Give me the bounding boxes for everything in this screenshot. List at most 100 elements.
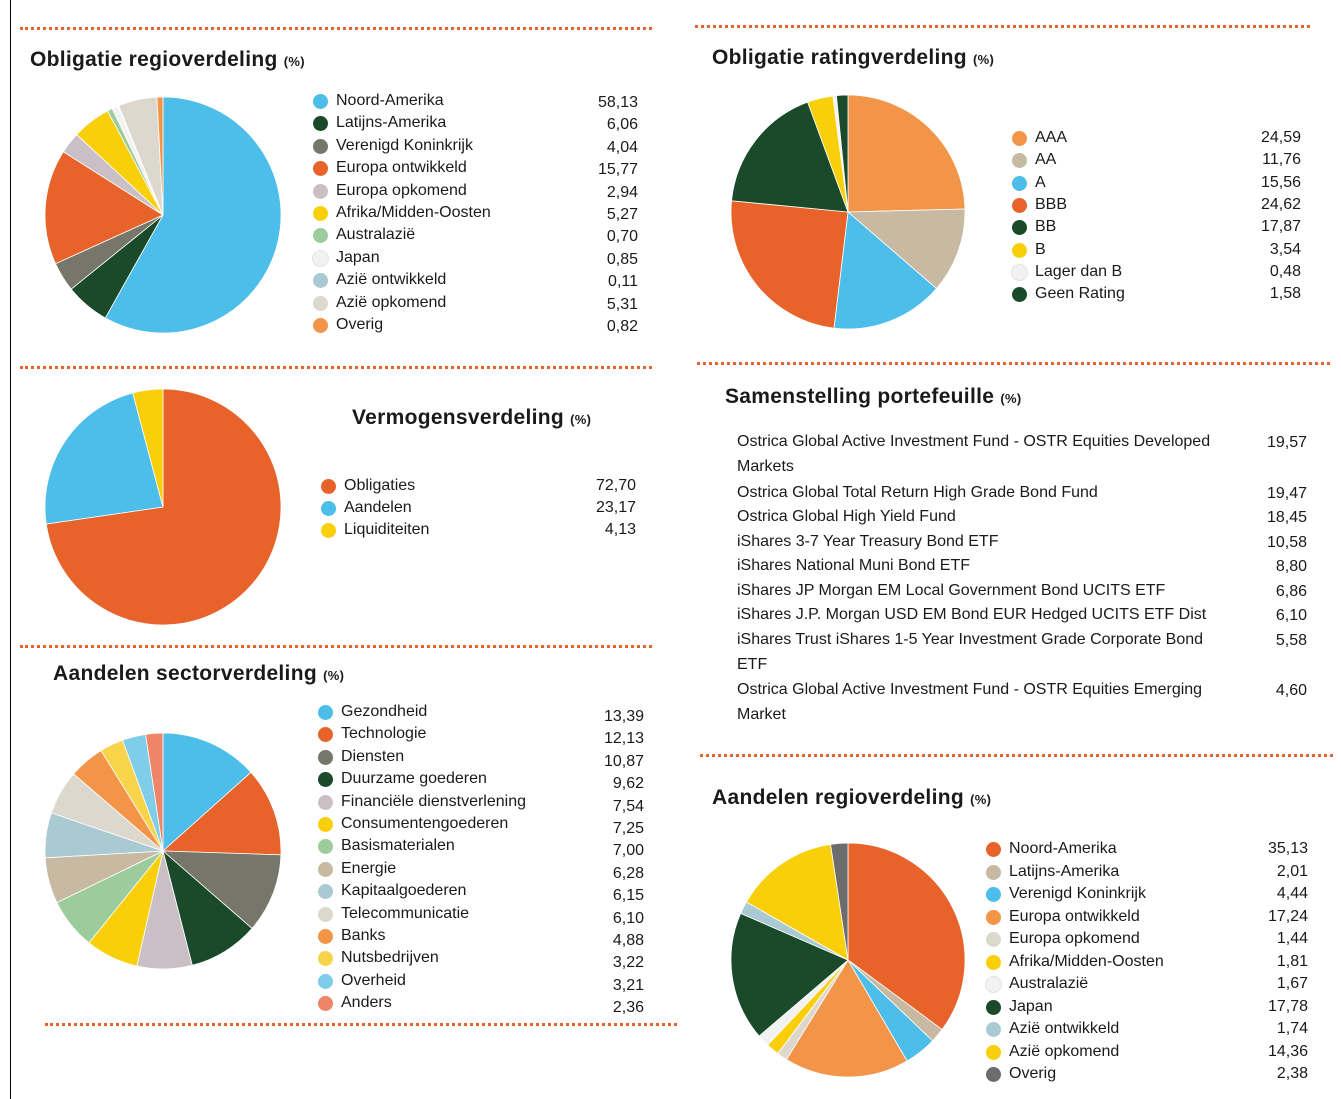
legend-swatch: [313, 116, 328, 132]
chart-title-text: Aandelen sectorverdeling: [53, 662, 317, 685]
value-label: 2,01: [1276, 862, 1308, 880]
value-label: 1,81: [1276, 952, 1308, 970]
table-cell-value: 6,86: [1275, 583, 1307, 600]
table-title: Samenstelling portefeuille (%): [725, 385, 1021, 409]
value-label: 4,04: [606, 138, 638, 156]
legend-swatch: [1012, 242, 1027, 258]
legend-swatch: [1012, 264, 1027, 280]
pie-slice: [785, 959, 908, 1078]
legend-label: Europa ontwikkeld: [336, 159, 467, 177]
legend-label: Gezondheid: [341, 703, 428, 720]
table-cell-value: 5,58: [1275, 632, 1307, 649]
legend-swatch: [313, 250, 328, 266]
legend-label: Japan: [336, 248, 380, 266]
legend-swatch: [986, 1022, 1001, 1037]
legend-label: Anders: [341, 994, 392, 1012]
value-label: 15,77: [597, 161, 638, 179]
legend-swatch: [318, 817, 333, 832]
value-label: 12,13: [603, 730, 644, 748]
table-cell-name: Ostrica Global Active Investment Fund - …: [737, 681, 1203, 723]
legend-label: Aandelen: [344, 499, 412, 517]
pie-slice: [731, 101, 849, 213]
pie-slice: [846, 208, 966, 290]
legend-swatch: [313, 228, 328, 244]
value-label: 2,94: [606, 183, 638, 201]
legend-label: BB: [1035, 218, 1057, 236]
legend-label: Azië opkomend: [336, 293, 447, 311]
table-cell-value: 8,80: [1275, 558, 1307, 575]
legend-swatch: [321, 479, 336, 494]
legend-label: Latijns-Amerika: [1009, 862, 1120, 880]
legend-label: Nutsbedrijven: [341, 949, 439, 967]
legend-swatch: [313, 94, 328, 109]
legend-label: Diensten: [341, 747, 405, 765]
legend-swatch: [986, 864, 1001, 880]
pie-slice: [156, 96, 164, 216]
legend-swatch: [1012, 175, 1027, 191]
legend-swatch: [986, 842, 1001, 857]
pie-slice: [104, 96, 282, 334]
legend-swatch: [986, 999, 1001, 1015]
value-label: 3,22: [612, 954, 644, 972]
pie-slice: [161, 771, 282, 856]
value-label: 4,44: [1276, 885, 1308, 902]
separator: [695, 25, 1310, 28]
legend-label: Telecommunicatie: [341, 904, 470, 922]
value-label: 0,48: [1269, 262, 1301, 280]
page-border: [10, 0, 11, 1099]
value-label: 1,44: [1276, 930, 1308, 947]
pie-slice: [44, 151, 164, 265]
value-label: 0,11: [608, 273, 638, 291]
table-unit: (%): [1000, 391, 1022, 406]
value-label: 9,62: [612, 775, 644, 793]
value-label: 13,39: [603, 708, 644, 725]
chart-unit: (%): [973, 52, 995, 67]
value-label: 6,28: [612, 864, 644, 882]
value-label: 2,38: [1276, 1065, 1308, 1082]
chart-title: Obligatie ratingverdeling (%): [712, 46, 994, 70]
legend-swatch: [313, 318, 328, 333]
pie-slice: [730, 200, 849, 329]
value-label: 1,67: [1276, 975, 1308, 992]
chart-unit: (%): [323, 668, 345, 683]
legend-label: Noord-Amerika: [1009, 840, 1117, 857]
value-label: 17,78: [1267, 997, 1308, 1015]
pie-slice: [847, 94, 966, 213]
value-label: 3,54: [1269, 240, 1301, 258]
legend-label: Consumentengoederen: [341, 815, 509, 832]
legend-label: Geen Rating: [1035, 285, 1125, 303]
value-label: 5,31: [606, 295, 638, 313]
value-label: 4,88: [612, 932, 644, 949]
legend-swatch: [986, 887, 1001, 902]
legend-label: Technologie: [341, 725, 427, 743]
pie-slice: [44, 392, 164, 525]
table-cell-name: Ostrica Global Active Investment Fund - …: [737, 433, 1211, 475]
legend-swatch: [318, 973, 333, 989]
legend-swatch: [1012, 131, 1027, 146]
table-cell-name: iShares National Muni Bond ETF: [737, 557, 970, 574]
legend-label: Europa ontwikkeld: [1009, 907, 1140, 925]
separator: [20, 27, 652, 30]
legend-label: Banks: [341, 927, 386, 944]
legend-label: Latijns-Amerika: [336, 114, 447, 132]
legend-swatch: [318, 929, 333, 944]
pie-slice: [745, 843, 849, 961]
value-label: 24,59: [1260, 129, 1301, 146]
value-label: 7,25: [612, 820, 644, 837]
chart-title-text: Vermogensverdeling: [352, 406, 564, 429]
legend-label: Australazië: [336, 226, 416, 244]
legend-label: Verenigd Koninkrijk: [336, 136, 473, 154]
separator: [20, 366, 652, 369]
table-cell-name: Ostrica Global High Yield Fund: [737, 508, 956, 525]
legend-swatch: [986, 1067, 1001, 1082]
legend-swatch: [321, 501, 336, 517]
legend-swatch: [318, 705, 333, 720]
value-label: 6,06: [606, 116, 638, 134]
table-cell-name: iShares JP Morgan EM Local Government Bo…: [737, 582, 1166, 599]
pie-slice: [830, 842, 849, 961]
table-cell-value: 10,58: [1266, 534, 1307, 551]
legend-swatch: [318, 794, 333, 810]
legend-swatch: [986, 1044, 1001, 1060]
